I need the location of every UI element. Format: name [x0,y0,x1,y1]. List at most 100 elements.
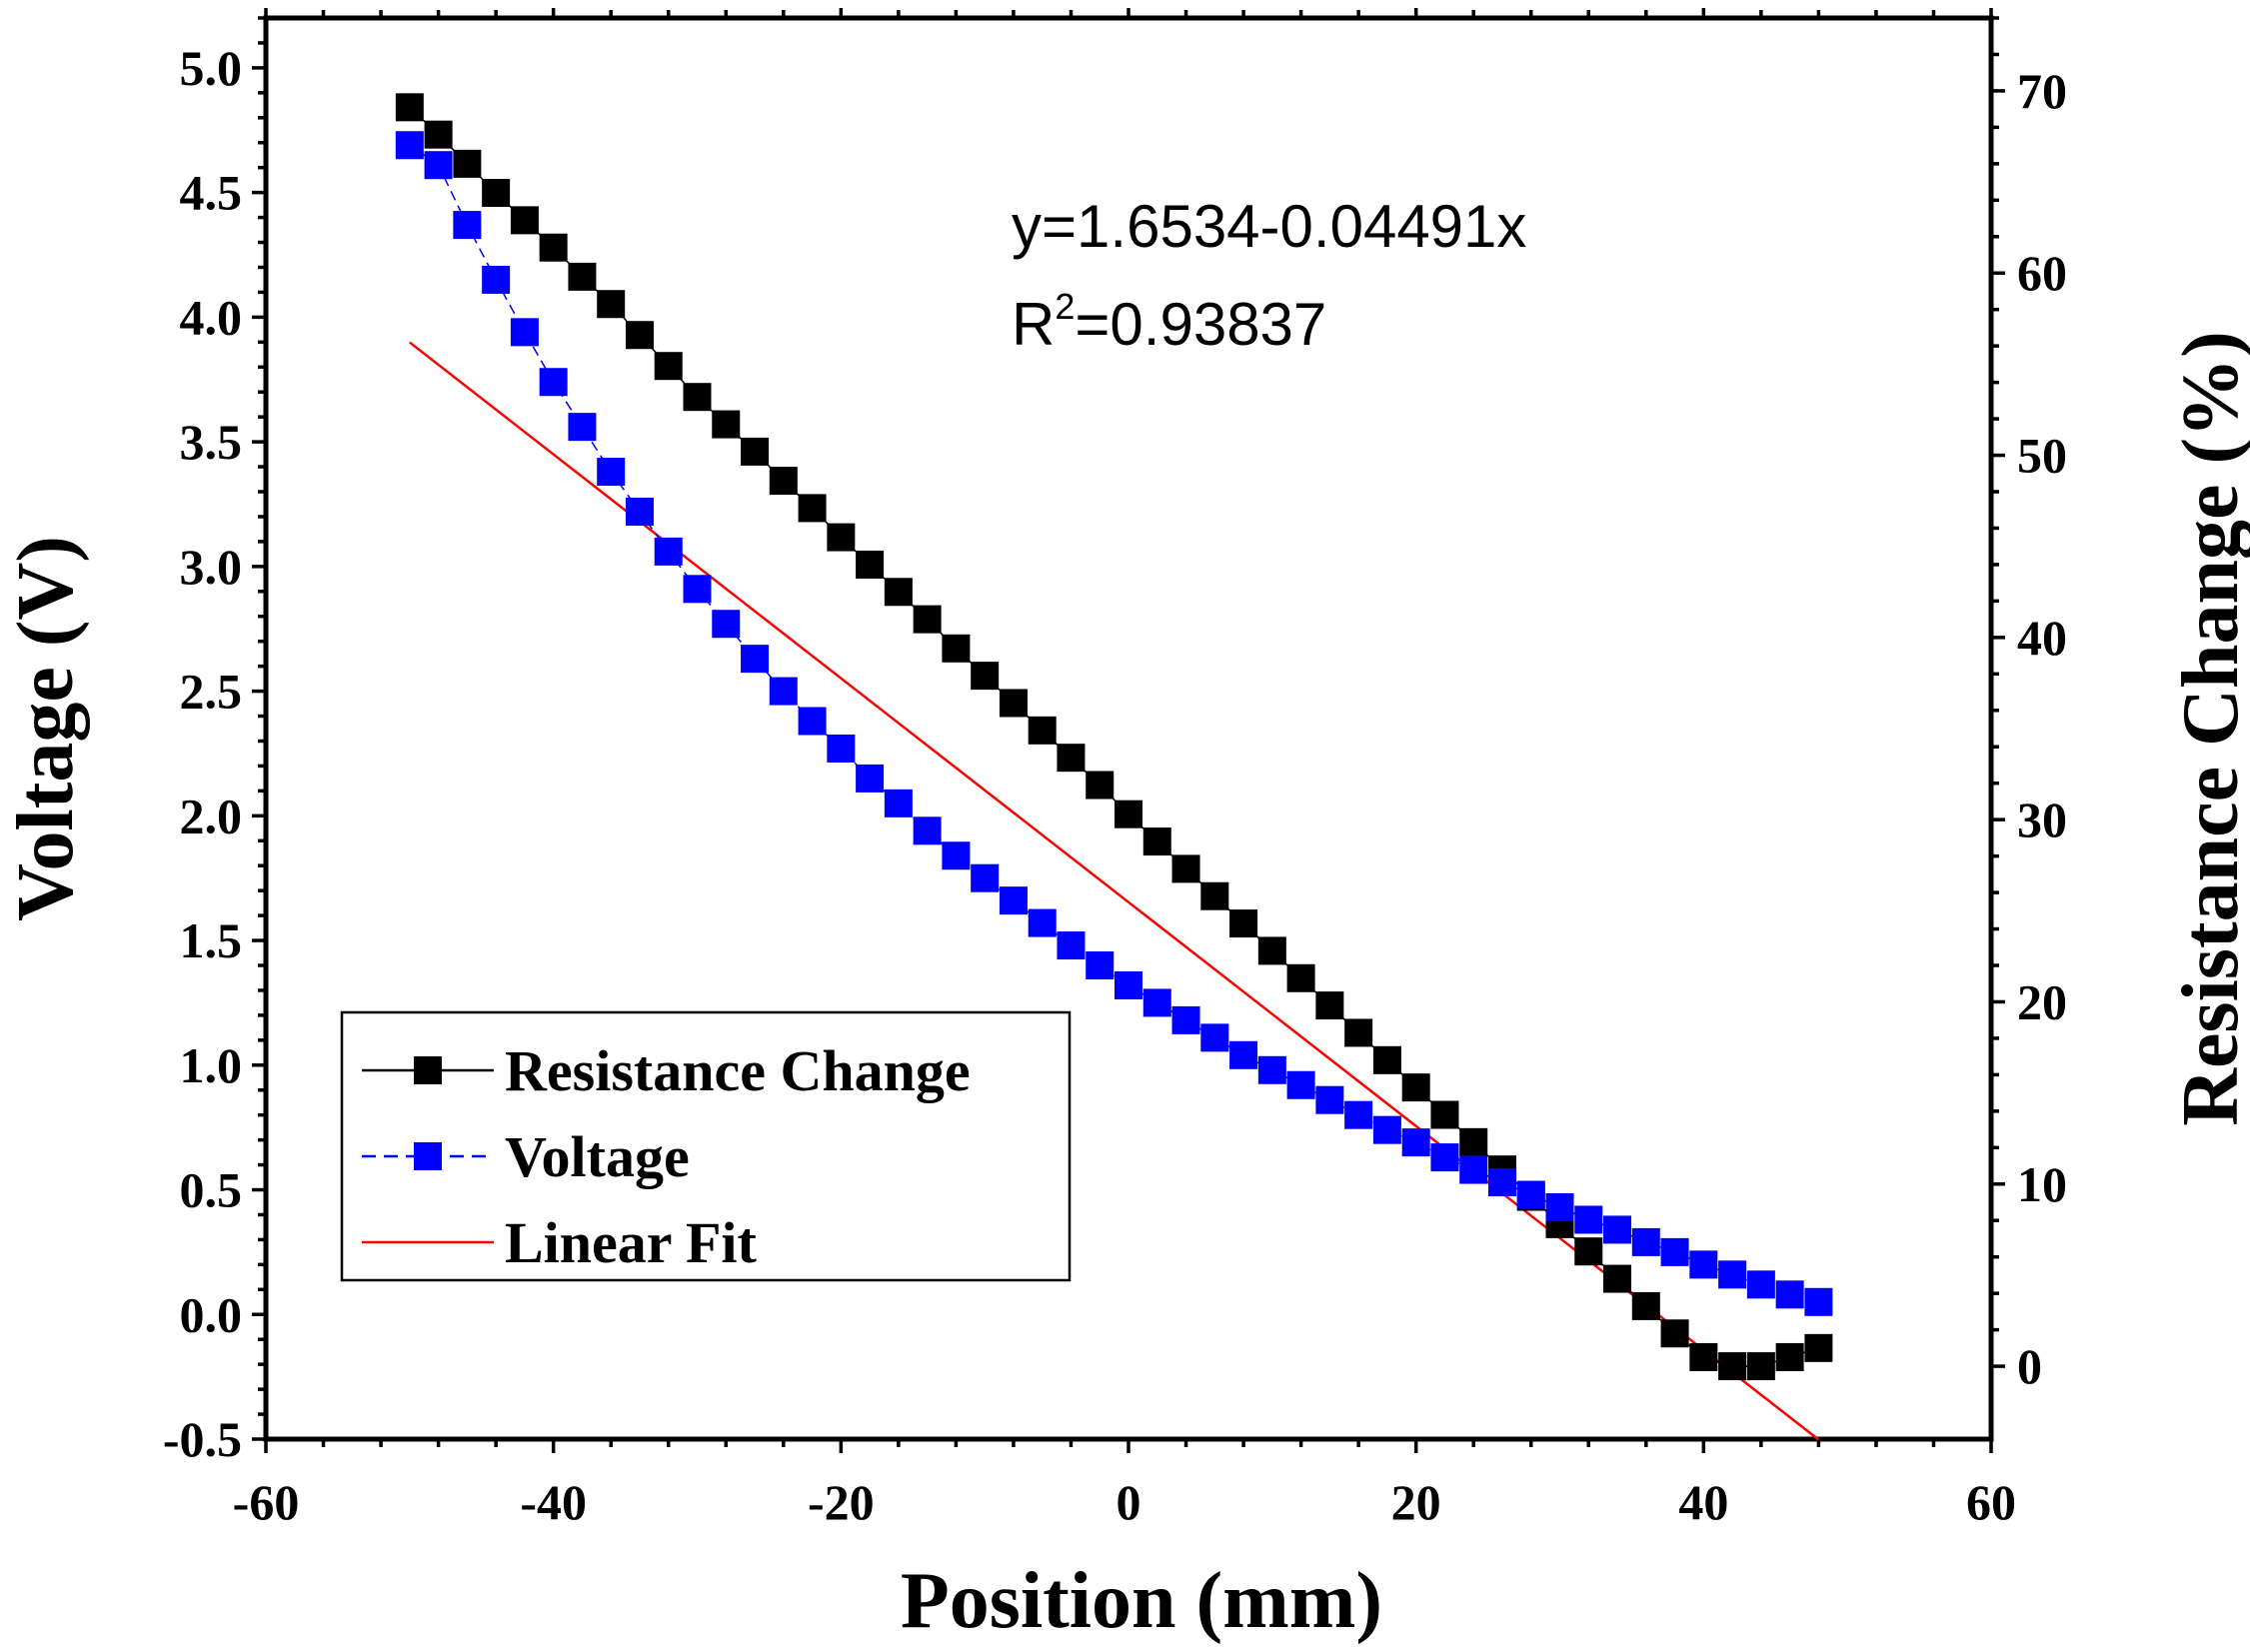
voltage-point [597,458,626,487]
voltage-point [568,413,597,442]
resistance-point [539,233,568,262]
resistance-point [1746,1352,1775,1381]
voltage-point [683,575,712,604]
voltage-point [1257,1055,1286,1084]
voltage-point [482,265,511,294]
y2-tick-label: 70 [2017,63,2067,119]
y-tick-label: 2.0 [180,788,243,843]
voltage-point [884,789,913,818]
x-tick-label: 60 [1966,1474,2016,1530]
y-tick-labels: -0.5 0.0 0.5 1.0 1.5 2.0 2.5 3.0 3.5 4.0 4.5 5.0 [163,40,242,1467]
y-tick-label: 5.0 [180,40,243,96]
voltage-point [1603,1215,1632,1244]
voltage-point [1775,1280,1804,1309]
resistance-point [827,523,856,552]
resistance-point [568,262,597,291]
voltage-point [942,841,971,870]
y2-tick-labels: 0 10 20 30 40 50 60 70 [2017,63,2067,1394]
resistance-point [1344,1018,1373,1047]
voltage-point [1574,1205,1603,1234]
y2-tick-label: 20 [2017,973,2067,1029]
resistance-point [913,605,942,634]
resistance-point [1401,1073,1430,1102]
voltage-point [625,497,654,526]
y-tick-label: 4.0 [180,289,243,345]
y-tick-label: 1.0 [180,1037,243,1093]
voltage-point [741,645,770,674]
y2-tick-label: 40 [2017,610,2067,666]
x-tick-label: -40 [520,1474,587,1530]
resistance-point [1142,827,1171,856]
y2-tick-label: 30 [2017,792,2067,847]
voltage-point [539,368,568,397]
voltage-point [1746,1270,1775,1299]
y-tick-label: 3.5 [180,414,243,470]
resistance-point [1286,963,1315,992]
resistance-point [625,321,654,350]
voltage-point [971,863,1000,892]
voltage-point [1086,951,1115,979]
resistance-point [597,290,626,319]
resistance-point [942,634,971,663]
voltage-point [712,610,741,639]
resistance-point [1057,744,1086,773]
y-tick-label: 0.5 [180,1162,243,1218]
resistance-point [741,437,770,466]
voltage-point [1660,1237,1689,1266]
r2-prefix: R [1012,291,1055,358]
x-tick-label: 40 [1678,1474,1728,1530]
voltage-point [510,318,539,347]
resistance-point [1660,1319,1689,1348]
resistance-point [1028,716,1057,745]
x-tick-labels: -60 -40 -20 0 20 40 60 [233,1474,2016,1530]
voltage-point [1171,1005,1200,1034]
x-tick-label: 20 [1391,1474,1441,1530]
resistance-point [1574,1237,1603,1266]
r2-superscript: 2 [1055,286,1075,327]
voltage-point [1516,1180,1545,1209]
voltage-point [1718,1260,1747,1289]
voltage-point [769,677,798,706]
legend-swatch-marker-resistance [414,1056,442,1084]
voltage-point [1142,988,1171,1017]
resistance-point [1315,991,1344,1020]
voltage-point [395,131,424,160]
resistance-point [999,689,1028,718]
voltage-point [1430,1143,1459,1172]
voltage-point [798,707,827,736]
resistance-point [1171,854,1200,883]
voltage-point [1344,1100,1373,1129]
y-tick-label: 2.5 [180,664,243,720]
resistance-point [1459,1127,1488,1156]
y-axis-title: Voltage (V) [2,536,90,921]
legend-label-voltage: Voltage [505,1124,690,1189]
fit-equation: y=1.6534-0.04491x [1012,193,1526,260]
voltage-point [1200,1023,1229,1052]
resistance-point [1718,1352,1747,1381]
resistance-point [856,550,885,579]
resistance-point [395,93,424,122]
y2-tick-label: 50 [2017,428,2067,484]
r2-value: =0.93837 [1075,291,1326,358]
resistance-point [1631,1291,1660,1320]
voltage-point [827,734,856,763]
y2-axis-title: Resistance Change (%) [2167,331,2250,1125]
resistance-point [654,352,683,381]
resistance-point [1115,800,1142,828]
x-tick-label: -20 [808,1474,875,1530]
voltage-point [1315,1085,1344,1114]
voltage-point [1487,1168,1516,1197]
voltage-point [654,537,683,566]
resistance-point [1603,1264,1632,1293]
resistance-point [683,383,712,412]
y-tick-label: 3.0 [180,539,243,595]
resistance-point [712,410,741,439]
y2-tick-label: 60 [2017,245,2067,301]
voltage-point [1631,1227,1660,1256]
y-tick-label: -0.5 [163,1411,242,1467]
voltage-point [1028,908,1057,937]
resistance-point [1430,1100,1459,1129]
legend: Resistance Change Voltage Linear Fit [340,1010,1072,1282]
y2-tick-label: 10 [2017,1156,2067,1212]
